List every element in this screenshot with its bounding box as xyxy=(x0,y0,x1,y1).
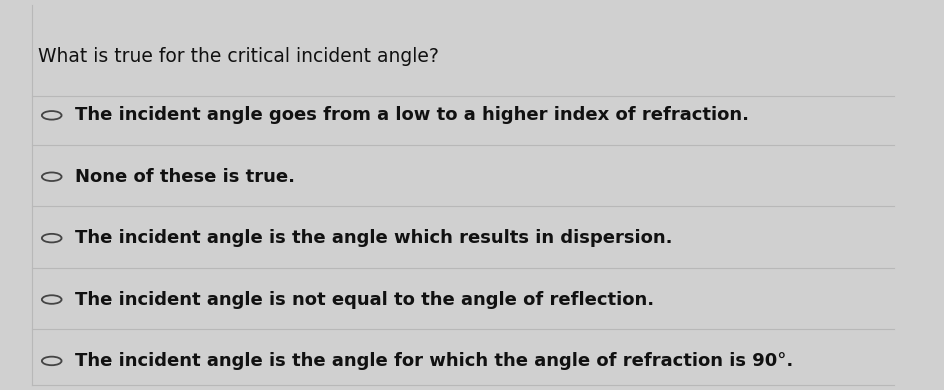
Text: The incident angle goes from a low to a higher index of refraction.: The incident angle goes from a low to a … xyxy=(75,106,749,124)
Text: What is true for the critical incident angle?: What is true for the critical incident a… xyxy=(39,47,439,66)
Text: The incident angle is not equal to the angle of reflection.: The incident angle is not equal to the a… xyxy=(75,291,654,308)
Text: The incident angle is the angle which results in dispersion.: The incident angle is the angle which re… xyxy=(75,229,672,247)
Text: The incident angle is the angle for which the angle of refraction is 90°.: The incident angle is the angle for whic… xyxy=(75,352,793,370)
Text: None of these is true.: None of these is true. xyxy=(75,168,295,186)
